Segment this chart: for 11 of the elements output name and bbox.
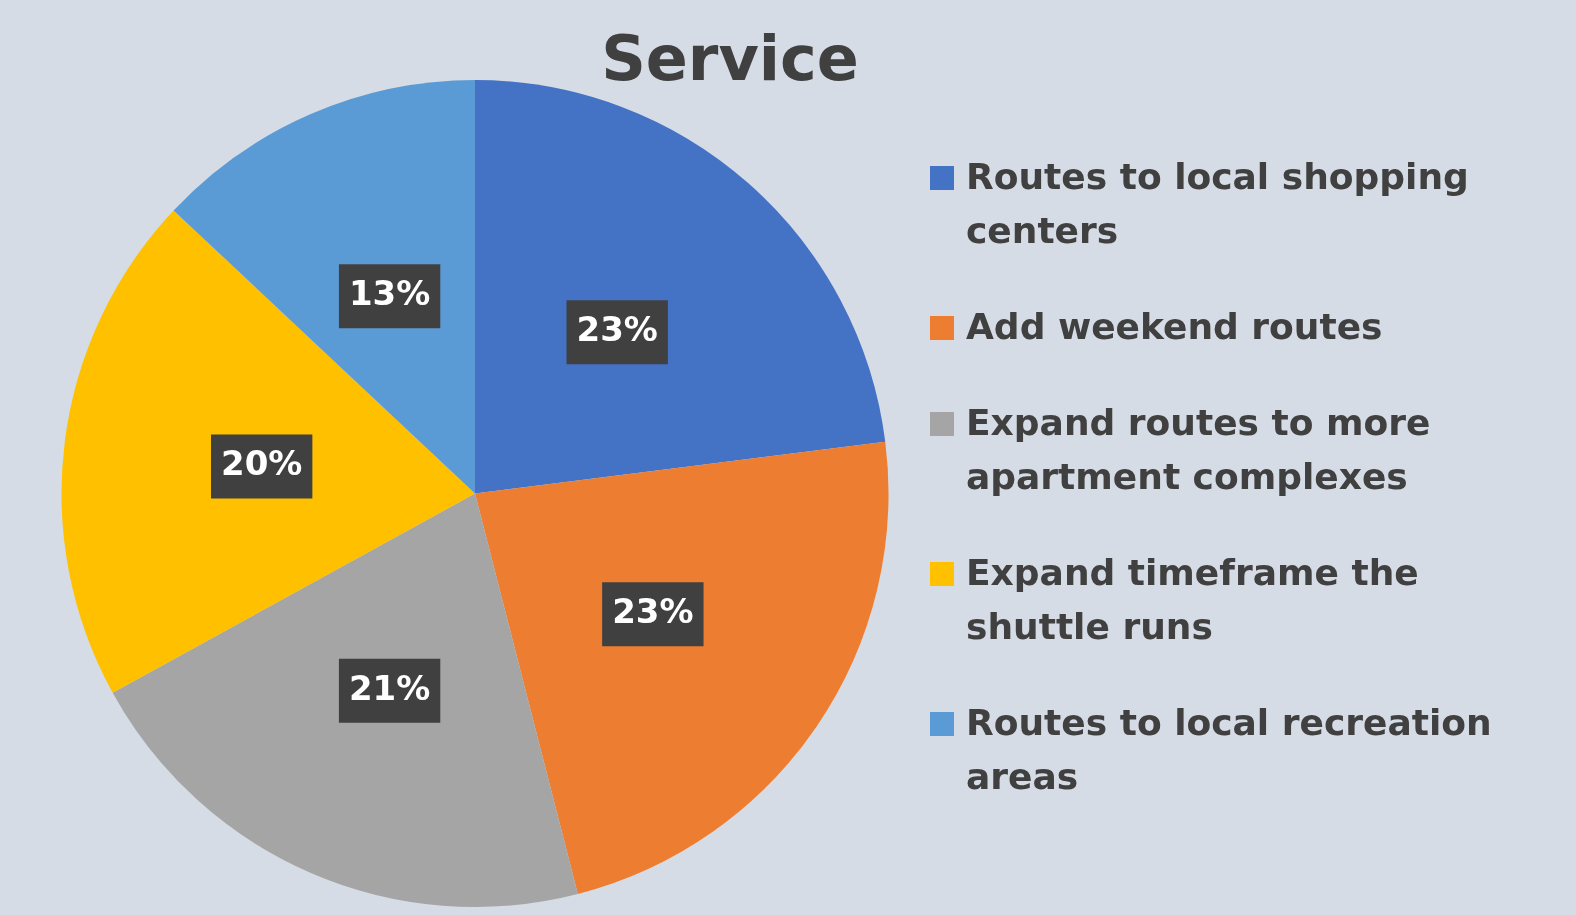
- legend-label: Routes to local shopping centers: [966, 155, 1470, 253]
- data-label: 13%: [348, 272, 431, 313]
- data-label: 23%: [576, 309, 658, 350]
- chart-title: Service: [600, 22, 860, 95]
- legend-label: Add weekend routes: [966, 305, 1383, 349]
- data-label: 20%: [220, 443, 303, 484]
- legend-label: Routes to local recreation areas: [966, 701, 1493, 799]
- legend-label: Expand routes to more apartment complexes: [966, 401, 1432, 499]
- data-label: 21%: [348, 667, 431, 708]
- data-label: 23%: [612, 591, 694, 632]
- legend-label: Expand timeframe the shuttle runs: [966, 551, 1420, 649]
